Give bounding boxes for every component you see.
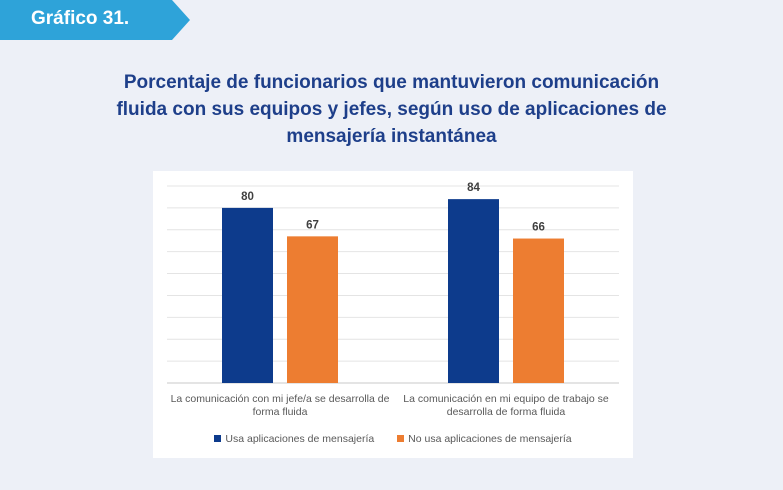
bar-series-2-category-1 xyxy=(287,236,338,383)
data-label-series-2-category-1: 67 xyxy=(306,219,319,231)
data-label-series-1-category-2: 84 xyxy=(467,182,480,194)
chart-title: Porcentaje de funcionarios que mantuvier… xyxy=(60,69,723,150)
legend: Usa aplicaciones de mensajería No usa ap… xyxy=(153,433,633,445)
legend-swatch-series-2 xyxy=(397,435,405,442)
title-line-1: Porcentaje de funcionarios que mantuvier… xyxy=(123,72,660,93)
bar-chart: 80 84 67 66 xyxy=(167,182,619,384)
badge-shape xyxy=(0,0,190,40)
bar-series-2-category-2 xyxy=(513,238,564,383)
badge-label: Gráfico 31. xyxy=(31,8,130,29)
title-line-2: fluida con sus equipos y jefes, según us… xyxy=(116,99,667,120)
category-label-2: La comunicación en mi equipo de trabajo … xyxy=(403,393,609,418)
chart-number-badge: Gráfico 31. xyxy=(0,0,190,40)
legend-swatch-series-1 xyxy=(214,435,222,442)
title-line-3: mensajería instantánea xyxy=(286,126,497,147)
data-label-series-2-category-2: 66 xyxy=(532,222,545,234)
bar-series-1-category-2 xyxy=(448,199,499,383)
legend-label-series-2: No usa aplicaciones de mensajería xyxy=(408,433,572,445)
chart-panel: 80 84 67 66 La comunicación con mi jefe/a s… xyxy=(153,171,633,458)
data-label-series-1-category-1: 80 xyxy=(241,191,254,203)
legend-label-series-1: Usa aplicaciones de mensajería xyxy=(225,433,375,445)
legend-item-series-1: Usa aplicaciones de mensajería xyxy=(214,433,374,445)
bar-series-1-category-1 xyxy=(222,207,273,383)
legend-item-series-2: No usa aplicaciones de mensajería xyxy=(397,433,572,445)
category-label-1: La comunicación con mi jefe/a se desarro… xyxy=(170,393,390,418)
